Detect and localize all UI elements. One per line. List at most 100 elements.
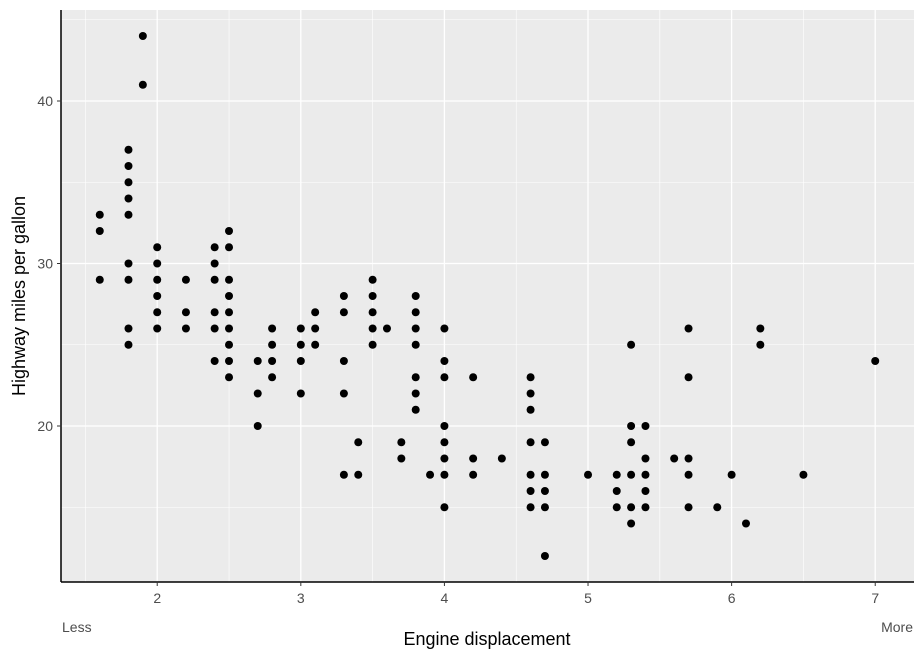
point: [641, 454, 650, 463]
y-tick-label: 40: [37, 93, 53, 109]
point: [225, 275, 234, 284]
x-tick-label: 2: [153, 590, 161, 606]
point: [124, 275, 133, 284]
point: [354, 470, 363, 479]
point: [756, 340, 765, 349]
point: [95, 275, 104, 284]
point: [124, 162, 133, 170]
point: [627, 503, 636, 512]
point: [684, 454, 693, 463]
point: [268, 373, 277, 382]
point: [497, 454, 506, 463]
point: [469, 454, 478, 463]
x-tick-label: 3: [297, 590, 305, 606]
point: [526, 438, 535, 447]
point: [181, 275, 190, 284]
point: [871, 357, 880, 365]
point: [440, 438, 449, 447]
point: [225, 292, 234, 300]
point: [713, 503, 722, 512]
point: [153, 275, 162, 284]
point: [440, 422, 449, 430]
point: [627, 340, 636, 349]
point: [641, 470, 650, 479]
point: [225, 357, 234, 365]
point: [440, 470, 449, 479]
point: [684, 373, 693, 382]
point: [440, 357, 449, 365]
point: [684, 470, 693, 479]
point: [641, 503, 650, 512]
point: [268, 357, 277, 365]
point: [368, 340, 377, 349]
point: [368, 324, 377, 333]
point: [741, 519, 750, 528]
point: [756, 324, 765, 333]
point: [440, 503, 449, 512]
point: [368, 275, 377, 284]
point: [225, 324, 234, 333]
point: [95, 210, 104, 219]
point: [440, 454, 449, 463]
x-tick-label: 6: [728, 590, 736, 606]
point: [210, 308, 219, 317]
panel: [61, 10, 914, 582]
point: [210, 324, 219, 333]
point: [253, 389, 262, 398]
point: [311, 340, 320, 349]
point: [526, 470, 535, 479]
point: [426, 470, 435, 479]
point: [670, 454, 679, 463]
point: [311, 308, 320, 317]
point: [296, 357, 305, 365]
point: [540, 487, 549, 495]
point: [153, 308, 162, 317]
point: [469, 470, 478, 479]
point: [210, 357, 219, 365]
point: [124, 145, 133, 154]
point: [253, 357, 262, 365]
point: [124, 178, 133, 187]
point: [526, 405, 535, 414]
annotation-left: Less: [62, 619, 92, 635]
point: [526, 487, 535, 495]
point: [540, 503, 549, 512]
point: [440, 324, 449, 333]
point: [124, 259, 133, 268]
point: [339, 470, 348, 479]
point: [210, 259, 219, 268]
point: [612, 503, 621, 512]
point: [440, 373, 449, 382]
point: [225, 308, 234, 317]
point: [382, 324, 391, 333]
point: [411, 373, 420, 382]
point: [153, 324, 162, 333]
point: [727, 470, 736, 479]
point: [339, 308, 348, 317]
point: [253, 422, 262, 430]
point: [268, 324, 277, 333]
annotation-right: More: [881, 619, 913, 635]
point: [397, 438, 406, 447]
point: [540, 552, 549, 560]
x-tick-label: 5: [584, 590, 592, 606]
point: [225, 373, 234, 382]
point: [411, 308, 420, 317]
point: [684, 503, 693, 512]
point: [469, 373, 478, 382]
point: [627, 470, 636, 479]
point: [339, 389, 348, 398]
point: [153, 259, 162, 268]
x-tick-label: 7: [871, 590, 879, 606]
point: [124, 340, 133, 349]
point: [296, 324, 305, 333]
point: [627, 422, 636, 430]
points: [95, 32, 880, 560]
point: [354, 438, 363, 447]
point: [397, 454, 406, 463]
point: [124, 210, 133, 219]
point: [138, 32, 147, 40]
point: [225, 227, 234, 235]
point: [296, 389, 305, 398]
